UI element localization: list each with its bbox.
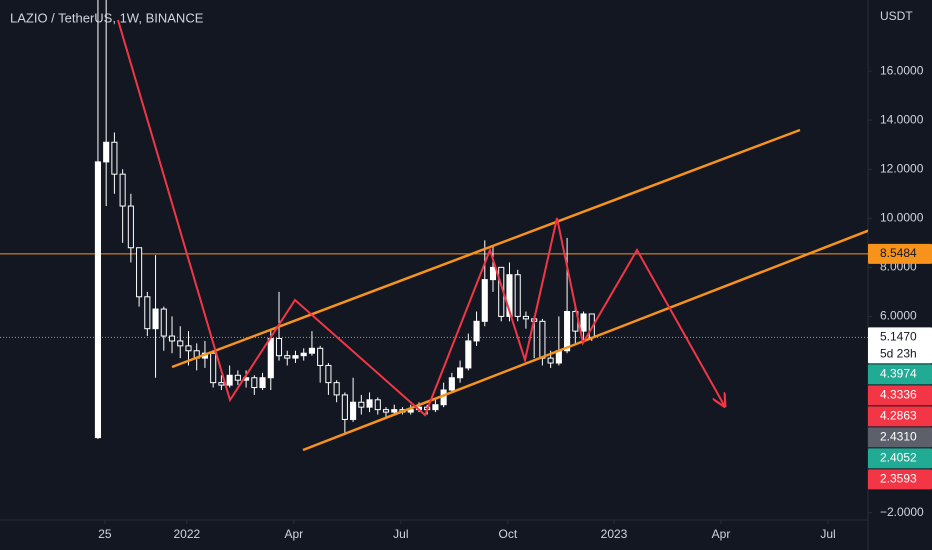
candle-body [457, 367, 464, 379]
price-countdown: 5d 23h [880, 347, 917, 361]
price-label-box [868, 243, 932, 264]
price-label-box [868, 406, 932, 427]
candle-body [94, 161, 101, 439]
candle-body [119, 173, 126, 207]
candle-body [358, 401, 365, 408]
candle-body [350, 401, 357, 420]
candle-body [564, 311, 571, 352]
price-label: 4.3974 [880, 367, 917, 381]
candle-body [522, 315, 529, 320]
candle-body [547, 357, 554, 364]
candle-body [341, 394, 348, 420]
candle-body [226, 374, 233, 386]
candle-body [177, 340, 184, 347]
x-tick-label: Jul [393, 527, 408, 541]
candle-body [210, 352, 217, 384]
candle-body [539, 320, 546, 359]
x-tick-label: 25 [98, 527, 112, 541]
candle-body [489, 266, 497, 281]
candle-body [374, 399, 381, 411]
y-tick-label: 6.0000 [880, 309, 917, 323]
candle-body [185, 345, 192, 352]
candle-body [234, 374, 241, 381]
price-label: 5.1470 [880, 330, 917, 344]
x-tick-label: 2022 [173, 527, 200, 541]
candle-body [308, 347, 315, 354]
drawings [117, 19, 868, 452]
price-label-box [868, 385, 932, 406]
price-label: 4.2863 [880, 409, 917, 423]
candle-body [292, 355, 299, 359]
y-tick-label: 14.0000 [880, 112, 924, 126]
price-label-box [868, 469, 932, 490]
price-label-box [868, 327, 932, 364]
candle-body [111, 141, 118, 175]
price-label: 8.5484 [880, 246, 917, 260]
candle-body [407, 409, 414, 413]
candle-body [136, 247, 143, 298]
price-label-box [868, 364, 932, 385]
candle-body [333, 382, 340, 396]
candle-body [432, 404, 439, 411]
candle-body [391, 409, 398, 413]
candle-body [251, 377, 258, 389]
y-tick-label: 10.0000 [880, 210, 924, 224]
x-tick-label: Jul [820, 527, 835, 541]
candle-body [275, 337, 283, 357]
x-tick-label: Oct [498, 527, 517, 541]
candle-body [465, 340, 472, 369]
candle-body [160, 308, 167, 337]
x-tick-label: 2023 [601, 527, 628, 541]
price-label: 2.3593 [880, 472, 917, 486]
channel-lower [302, 229, 868, 452]
y-tick-label: −2.0000 [880, 505, 924, 519]
candle-body [300, 352, 307, 357]
candle-body [366, 399, 373, 408]
y-tick-label: 12.0000 [880, 161, 924, 175]
candle-body [514, 274, 521, 317]
candle-body [152, 308, 159, 330]
price-label-box [868, 448, 932, 469]
price-axis-unit: USDT [880, 9, 913, 23]
projection-path [117, 19, 724, 417]
price-label-box [868, 427, 932, 448]
candle-body [218, 382, 225, 386]
candle-body [473, 320, 480, 342]
candle-body [144, 296, 151, 330]
candle-body [448, 377, 455, 391]
price-label: 2.4052 [880, 451, 917, 465]
candle-body [267, 337, 274, 379]
x-tick-label: Apr [284, 527, 303, 541]
candle-body [259, 377, 266, 389]
candle-body [168, 335, 176, 342]
candle-body [506, 274, 513, 317]
candle-body [284, 355, 291, 359]
candle-body [325, 364, 332, 384]
y-tick-label: 16.0000 [880, 63, 924, 77]
candle-body [317, 347, 324, 366]
chart-title: LAZIO / TetherUS, 1W, BINANCE [10, 10, 204, 25]
candle-body [580, 313, 587, 332]
price-label: 4.3336 [880, 388, 917, 402]
candle-body [103, 141, 110, 163]
x-tick-label: Apr [712, 527, 731, 541]
price-label: 2.4310 [880, 430, 917, 444]
candle-body [481, 279, 488, 322]
candle-body [382, 409, 390, 413]
candle-body [127, 205, 134, 249]
